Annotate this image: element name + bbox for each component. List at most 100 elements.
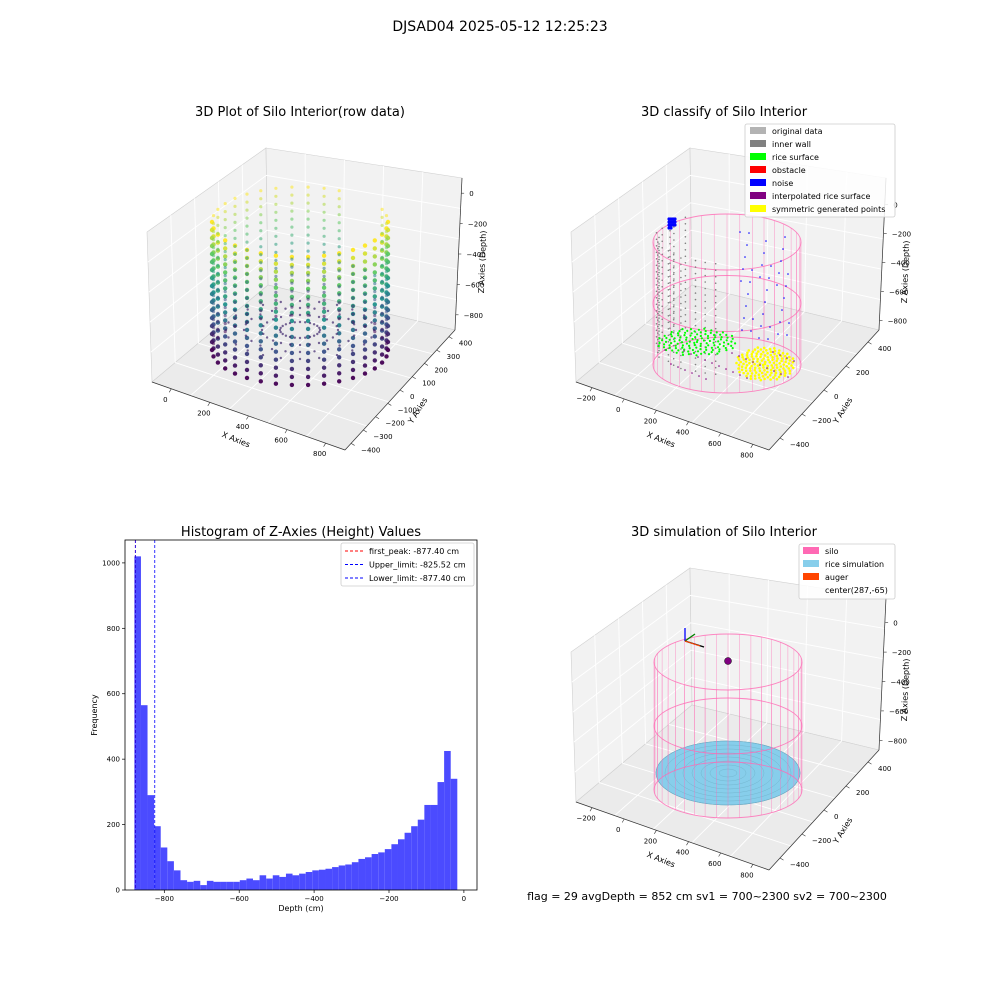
inner-wall-point (658, 258, 660, 261)
tick-mark (375, 416, 380, 420)
scan-point (337, 237, 341, 241)
rice-surface-point (671, 349, 674, 352)
scan-point (216, 223, 220, 227)
rice-surface-point (700, 337, 704, 340)
status-line: flag = 29 avgDepth = 852 cm sv1 = 700~23… (527, 890, 887, 903)
rice-surface-point (713, 333, 716, 337)
rice-surface-point (699, 331, 702, 334)
histogram-bar (134, 556, 141, 890)
scan-point (380, 319, 384, 323)
tick-label: −200 (576, 395, 595, 403)
tick-mark (801, 833, 806, 837)
noise-point (746, 244, 748, 246)
interpolated-point (732, 371, 734, 373)
scan-point (322, 234, 326, 238)
inner-wall-point (661, 247, 663, 249)
scan-point (244, 367, 250, 373)
rice-surface-point (687, 350, 690, 353)
inner-wall-point (684, 320, 687, 323)
scan-point (322, 290, 326, 294)
rice-surface-point (693, 330, 696, 333)
rice-surface-point (688, 344, 691, 347)
inner-wall-point (714, 340, 717, 343)
inner-wall-point (694, 337, 697, 340)
symmetric-point (746, 356, 749, 359)
inner-wall-point (661, 234, 663, 236)
symmetric-point (760, 359, 764, 362)
symmetric-point (787, 367, 790, 370)
scan-point (223, 358, 228, 363)
inner-wall-point (694, 311, 697, 314)
scan-point (351, 288, 355, 292)
grid-line (803, 585, 809, 733)
inner-wall-point (669, 281, 671, 284)
scan-point (245, 208, 249, 212)
tick-label: 0 (893, 620, 897, 628)
symmetric-point (762, 366, 765, 369)
inner-wall-point (680, 367, 682, 370)
scan-point (373, 290, 377, 294)
scan-point (362, 314, 366, 317)
scan-point (308, 314, 311, 317)
scan-point (373, 314, 377, 318)
symmetric-point (764, 360, 767, 364)
noise-point (750, 330, 752, 332)
histogram-bar (173, 870, 181, 890)
tick-mark (654, 410, 657, 414)
histogram-bar (140, 705, 148, 890)
inner-wall-point (694, 350, 697, 353)
point-cloud (209, 185, 391, 388)
symmetric-point (777, 375, 781, 379)
scan-point (372, 328, 376, 332)
rice-surface-point (664, 340, 668, 343)
scan-point (372, 262, 377, 267)
scan-point (350, 367, 356, 373)
symmetric-point (757, 350, 760, 353)
interpolated-point (772, 351, 774, 353)
scan-point (306, 281, 310, 285)
inner-wall-point (669, 242, 671, 245)
scan-point (245, 216, 249, 220)
scan-point (274, 194, 278, 198)
symmetric-point (750, 364, 753, 368)
tick-label: 0 (616, 826, 620, 834)
scan-point (223, 274, 227, 278)
noise-point (760, 325, 762, 327)
inner-wall-point (680, 328, 682, 331)
inner-wall-point (655, 290, 658, 293)
rice-surface-point (670, 330, 673, 334)
scan-point (211, 354, 216, 359)
inner-wall-point (694, 279, 697, 281)
scan-point (322, 282, 326, 286)
noise-point (748, 232, 750, 234)
scan-point (274, 186, 278, 190)
scan-point (306, 241, 310, 245)
inner-wall-point (672, 305, 675, 308)
scan-point (259, 301, 263, 305)
scan-point (298, 306, 302, 310)
scan-point (337, 269, 341, 273)
rice-surface-point (691, 348, 695, 352)
inner-wall-point (680, 257, 682, 259)
scan-point (380, 223, 384, 227)
tick-label: −400 (361, 446, 380, 454)
scan-point (211, 254, 216, 258)
tick-mark (448, 336, 453, 340)
interpolated-point (670, 363, 672, 365)
scan-point (306, 217, 310, 221)
inner-wall-point (658, 291, 660, 293)
tick-label: 400 (676, 849, 689, 857)
symmetric-point (746, 372, 750, 375)
tick-label: 300 (447, 353, 460, 361)
histogram-bar (424, 804, 431, 890)
symmetric-point (775, 366, 779, 369)
scan-point (380, 303, 384, 307)
grid-line (641, 181, 647, 324)
rice-surface-point (710, 351, 713, 354)
tick-mark (823, 809, 828, 813)
rice-surface-point (700, 352, 703, 355)
symmetric-point (773, 347, 776, 350)
panel-classify-3d: 3D classify of Silo Interior −200 0 200 400… (570, 105, 911, 459)
rice-surface-point (689, 328, 693, 331)
tick-label: 100 (422, 380, 435, 388)
